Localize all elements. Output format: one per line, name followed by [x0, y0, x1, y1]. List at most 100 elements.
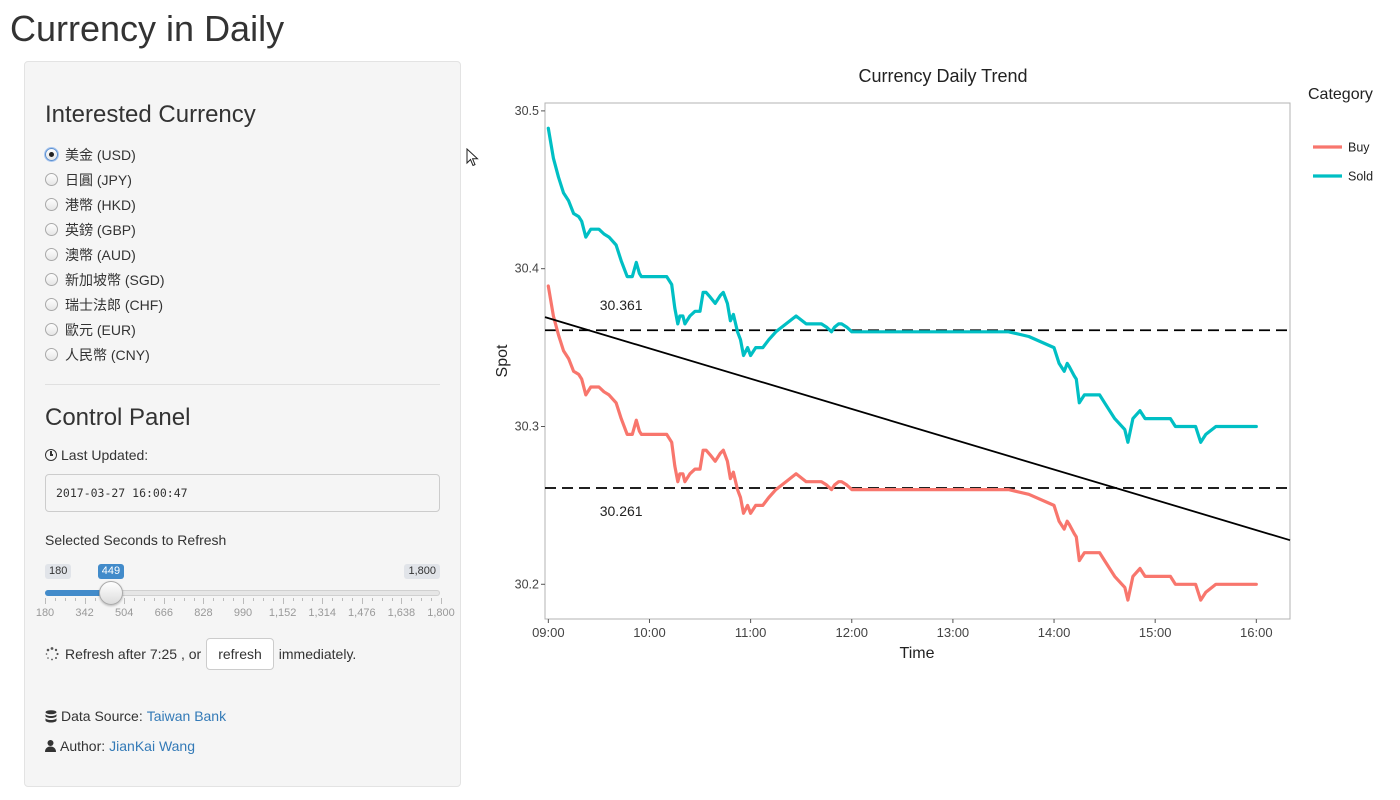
slider-tick-label: 1,152 [268, 607, 297, 619]
reference-line-label: 30.261 [600, 503, 643, 519]
x-axis-title: Time [900, 645, 935, 662]
refresh-button[interactable]: refresh [206, 638, 274, 670]
y-axis-title: Spot [494, 344, 511, 377]
x-tick-label: 13:00 [937, 625, 970, 640]
slider-tick [124, 598, 126, 604]
x-tick-label: 10:00 [633, 625, 666, 640]
legend-title: Category [1308, 86, 1373, 103]
mouse-cursor-icon [466, 148, 479, 167]
slider-fill [45, 590, 111, 596]
radio-label: 港幣 (HKD) [65, 196, 136, 213]
slider-tick [332, 598, 334, 601]
slider-tick [203, 598, 205, 604]
x-tick-label: 11:00 [735, 625, 767, 640]
slider-tick [371, 598, 373, 601]
radio-gbp[interactable]: 英鎊 (GBP) [45, 217, 440, 242]
radio-aud[interactable]: 澳幣 (AUD) [45, 242, 440, 267]
radio-label: 新加坡幣 (SGD) [65, 271, 165, 288]
slider-tick [282, 598, 284, 604]
slider-tick-label: 666 [154, 607, 173, 619]
refresh-countdown-text: Refresh after 7:25 , or [65, 646, 202, 662]
radio-eur[interactable]: 歐元 (EUR) [45, 317, 440, 342]
radio-usd[interactable]: 美金 (USD) [45, 142, 440, 167]
slider-tick [163, 598, 165, 604]
last-updated-text: Last Updated: [61, 447, 149, 463]
last-updated-value: 2017-03-27 16:00:47 [45, 474, 440, 512]
plot-panel [544, 102, 1291, 620]
radio-sgd[interactable]: 新加坡幣 (SGD) [45, 267, 440, 292]
reference-lines: 30.361 30.261 [545, 297, 1290, 519]
slider-tick [292, 598, 294, 601]
user-icon [45, 740, 56, 752]
data-source-label: Data Source: [61, 708, 143, 724]
radio-button-icon[interactable] [45, 223, 58, 236]
slider-tick [322, 598, 324, 604]
control-panel-heading: Control Panel [45, 404, 191, 431]
refresh-seconds-slider[interactable]: 180 449 1,800 180 342 504 666 828 990 1,152 1,3… [36, 554, 455, 619]
radio-chf[interactable]: 瑞士法郎 (CHF) [45, 292, 440, 317]
data-source-link[interactable]: Taiwan Bank [146, 708, 227, 724]
x-tick-label: 16:00 [1240, 625, 1273, 640]
slider-tick [302, 598, 304, 601]
slider-tick [312, 598, 314, 601]
radio-label: 英鎊 (GBP) [65, 221, 136, 238]
radio-label: 人民幣 (CNY) [65, 346, 150, 363]
legend-label: Buy [1348, 141, 1370, 155]
x-axis: 09:00 10:00 11:00 12:00 13:00 14:00 15:00 16:00 [532, 619, 1273, 640]
series-line-buy [546, 284, 1258, 602]
series-lines [546, 126, 1258, 602]
radio-label: 歐元 (EUR) [65, 321, 136, 338]
slider-handle[interactable] [98, 581, 123, 605]
radio-button-icon[interactable] [45, 323, 58, 336]
radio-button-icon[interactable] [45, 298, 58, 311]
interested-currency-heading: Interested Currency [45, 101, 256, 128]
slider-tick [361, 598, 363, 604]
y-tick-label: 30.2 [515, 577, 539, 591]
slider-tick [64, 598, 66, 601]
slider-tick [183, 598, 185, 601]
slider-tick [272, 598, 274, 601]
slider-max-label: 1,800 [404, 564, 440, 579]
currency-radio-group: 美金 (USD) 日圓 (JPY) 港幣 (HKD) 英鎊 (GBP) 澳幣 (… [45, 142, 440, 367]
clock-icon [45, 449, 57, 461]
radio-button-icon[interactable] [45, 173, 58, 186]
author-link[interactable]: JianKai Wang [109, 738, 195, 754]
radio-button-icon[interactable] [45, 248, 58, 261]
radio-jpy[interactable]: 日圓 (JPY) [45, 167, 440, 192]
radio-button-icon[interactable] [45, 148, 58, 161]
radio-hkd[interactable]: 港幣 (HKD) [45, 192, 440, 217]
refresh-suffix-text: immediately. [278, 646, 357, 662]
slider-tick [134, 598, 136, 601]
radio-button-icon[interactable] [45, 273, 58, 286]
slider-tick [84, 598, 86, 604]
slider-tick [74, 598, 76, 601]
slider-tick [144, 598, 145, 601]
slider-ticks [45, 598, 442, 606]
author-label: Author: [60, 738, 106, 754]
section-divider [45, 384, 440, 385]
slider-tick [213, 598, 215, 601]
slider-tick [401, 598, 403, 604]
x-tick-label: 15:00 [1139, 625, 1172, 640]
slider-tick [233, 598, 235, 601]
slider-tick [45, 598, 46, 604]
slider-tick [351, 598, 353, 601]
y-tick-label: 30.3 [515, 419, 539, 433]
radio-cny[interactable]: 人民幣 (CNY) [45, 342, 440, 367]
slider-tick [252, 598, 254, 601]
slider-value-label: 449 [97, 564, 125, 579]
chart-title: Currency Daily Trend [858, 66, 1027, 86]
database-icon [45, 709, 57, 722]
slider-tick [243, 598, 244, 604]
slider-tick-label: 1,476 [348, 607, 376, 619]
radio-button-icon[interactable] [45, 348, 58, 361]
slider-tick-label: 828 [194, 607, 213, 619]
author-row: Author: JianKai Wang [45, 738, 195, 754]
slider-tick [411, 598, 413, 601]
spinner-icon [45, 647, 59, 661]
y-tick-label: 30.5 [515, 104, 539, 118]
x-tick-label: 12:00 [835, 625, 868, 640]
radio-button-icon[interactable] [45, 198, 58, 211]
legend: Category Buy Sold [1308, 86, 1373, 184]
slider-tick-label: 504 [115, 607, 134, 619]
